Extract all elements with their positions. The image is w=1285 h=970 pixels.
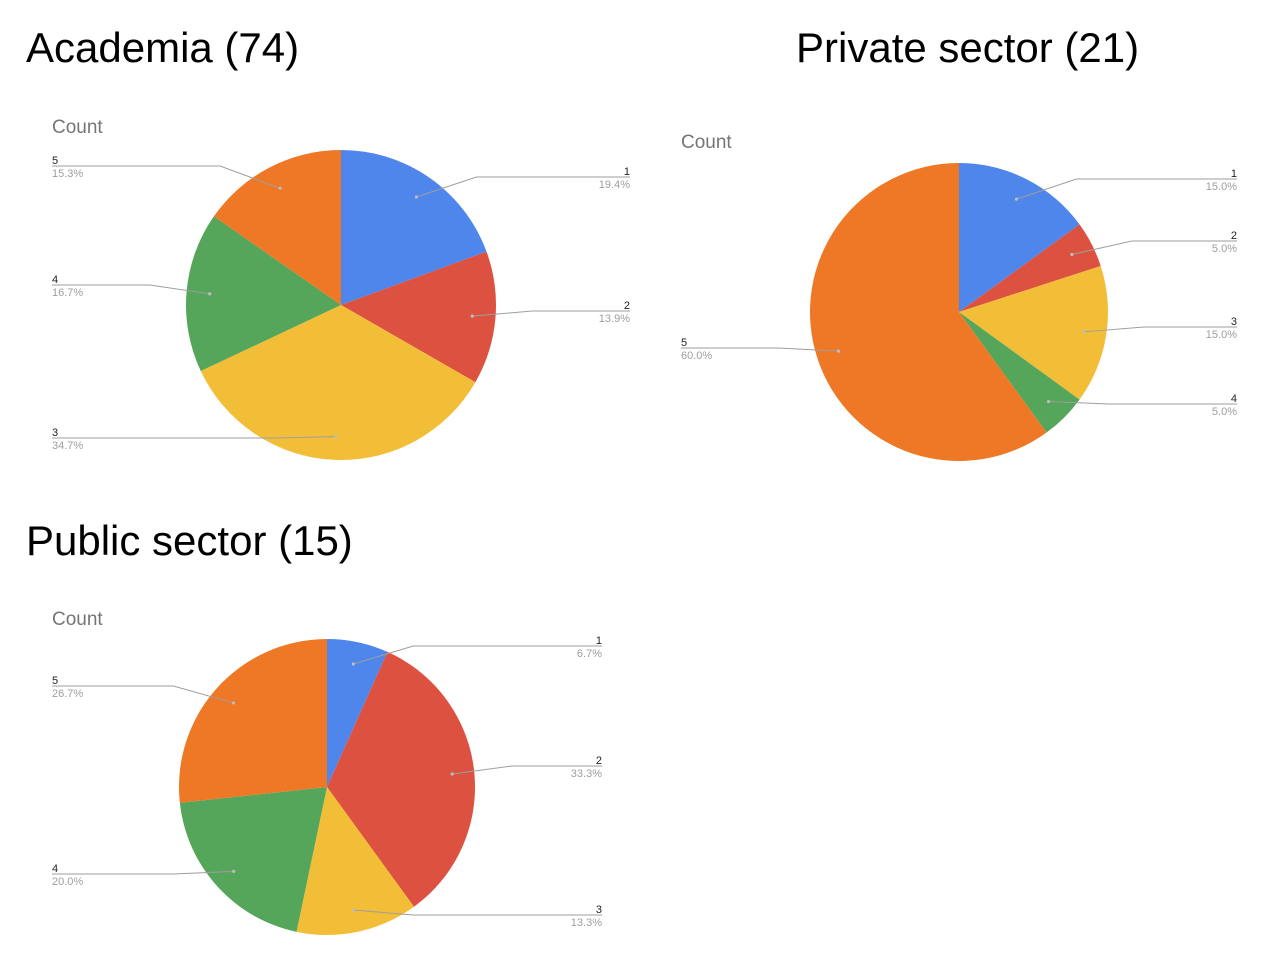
chart-subtitle: Count (52, 609, 103, 630)
chart-title-public-sector: Public sector (15) (26, 517, 353, 564)
percent-label-4: 5.0% (1212, 406, 1237, 418)
chart-title-academia: Academia (74) (26, 24, 300, 71)
pie-slice-5[interactable] (179, 639, 327, 803)
leader-dot-2 (450, 772, 454, 776)
category-label-4: 4 (52, 274, 58, 286)
leader-dot-5 (836, 349, 841, 353)
leader-dot-4 (208, 292, 212, 296)
pie-slice-3[interactable] (296, 787, 414, 935)
pie-chart-public-sector: Count 16.7% 233.3% 313.3% 420.0% 526.7% (52, 609, 602, 935)
percent-label-2: 5.0% (1212, 243, 1237, 255)
category-label-5: 5 (52, 675, 58, 687)
pie-slice-3[interactable] (959, 265, 1108, 400)
pie-slice-5[interactable] (809, 163, 1047, 461)
percent-label-1: 6.7% (577, 648, 602, 660)
leader-dot-3 (1082, 330, 1086, 334)
leader-dot-5 (231, 701, 236, 705)
leader-dot-1 (414, 195, 419, 199)
leader-dot-4 (232, 869, 236, 873)
pie-slice-4[interactable] (179, 787, 327, 932)
category-label-2: 2 (1231, 230, 1237, 242)
leader-dot-3 (334, 435, 338, 439)
percent-label-2: 33.3% (571, 768, 602, 780)
leader-line-4 (1048, 401, 1237, 405)
leader-line-1 (1016, 178, 1237, 200)
pie-slice-2[interactable] (341, 251, 496, 383)
percent-label-5: 60.0% (681, 350, 712, 362)
percent-label-4: 16.7% (52, 287, 83, 299)
leader-line-1 (416, 176, 630, 198)
leader-dot-3 (351, 908, 355, 912)
leader-line-2 (472, 310, 630, 317)
percent-label-1: 19.4% (599, 179, 630, 191)
leader-line-5 (681, 347, 839, 352)
leader-line-3 (353, 909, 602, 916)
category-label-2: 2 (624, 300, 630, 312)
leader-line-5 (52, 685, 234, 704)
leader-dot-4 (1046, 399, 1051, 404)
category-label-3: 3 (1231, 316, 1237, 328)
percent-label-5: 26.7% (52, 688, 83, 700)
chart-subtitle: Count (681, 132, 732, 153)
percent-label-1: 15.0% (1206, 181, 1237, 193)
chart-title-private-sector: Private sector (21) (796, 24, 1140, 71)
leader-dot-1 (1014, 197, 1019, 201)
category-label-5: 5 (52, 155, 58, 167)
pie-slice-1[interactable] (341, 150, 487, 305)
category-label-1: 1 (1231, 168, 1237, 180)
category-label-2: 2 (596, 755, 602, 767)
leader-line-4 (52, 870, 234, 875)
percent-label-3: 13.3% (571, 917, 602, 929)
pie-chart-academia: Count 119.4% 213.9% 334.7% 416.7% 515.3% (52, 117, 630, 460)
category-label-3: 3 (52, 427, 58, 439)
percent-label-4: 20.0% (52, 876, 83, 888)
leader-line-3 (1084, 326, 1237, 333)
leader-line-4 (52, 284, 210, 295)
category-label-4: 4 (52, 863, 58, 875)
category-label-1: 1 (596, 635, 602, 647)
category-label-1: 1 (624, 166, 630, 178)
percent-label-3: 15.0% (1206, 329, 1237, 341)
pie-slice-1[interactable] (959, 163, 1080, 312)
chart-subtitle: Count (52, 117, 103, 138)
leader-dot-5 (278, 186, 282, 190)
category-label-3: 3 (596, 904, 602, 916)
leader-line-2 (1071, 240, 1237, 255)
leader-dot-2 (470, 314, 474, 318)
leader-line-2 (452, 765, 602, 775)
leader-dot-1 (351, 662, 355, 666)
percent-label-3: 34.7% (52, 440, 83, 452)
percent-label-2: 13.9% (599, 313, 630, 325)
category-label-4: 4 (1231, 393, 1237, 405)
pie-slice-4[interactable] (185, 216, 341, 371)
percent-label-5: 15.3% (52, 168, 83, 180)
pie-slice-1[interactable] (327, 639, 388, 787)
leader-line-5 (52, 165, 281, 189)
pie-slice-3[interactable] (200, 305, 476, 460)
leader-dot-2 (1070, 252, 1074, 257)
leader-line-3 (52, 436, 336, 439)
category-label-5: 5 (681, 337, 687, 349)
pie-slice-2[interactable] (327, 651, 476, 907)
leader-line-1 (353, 645, 602, 665)
pie-slice-2[interactable] (959, 224, 1101, 312)
pie-slice-5[interactable] (213, 150, 341, 305)
